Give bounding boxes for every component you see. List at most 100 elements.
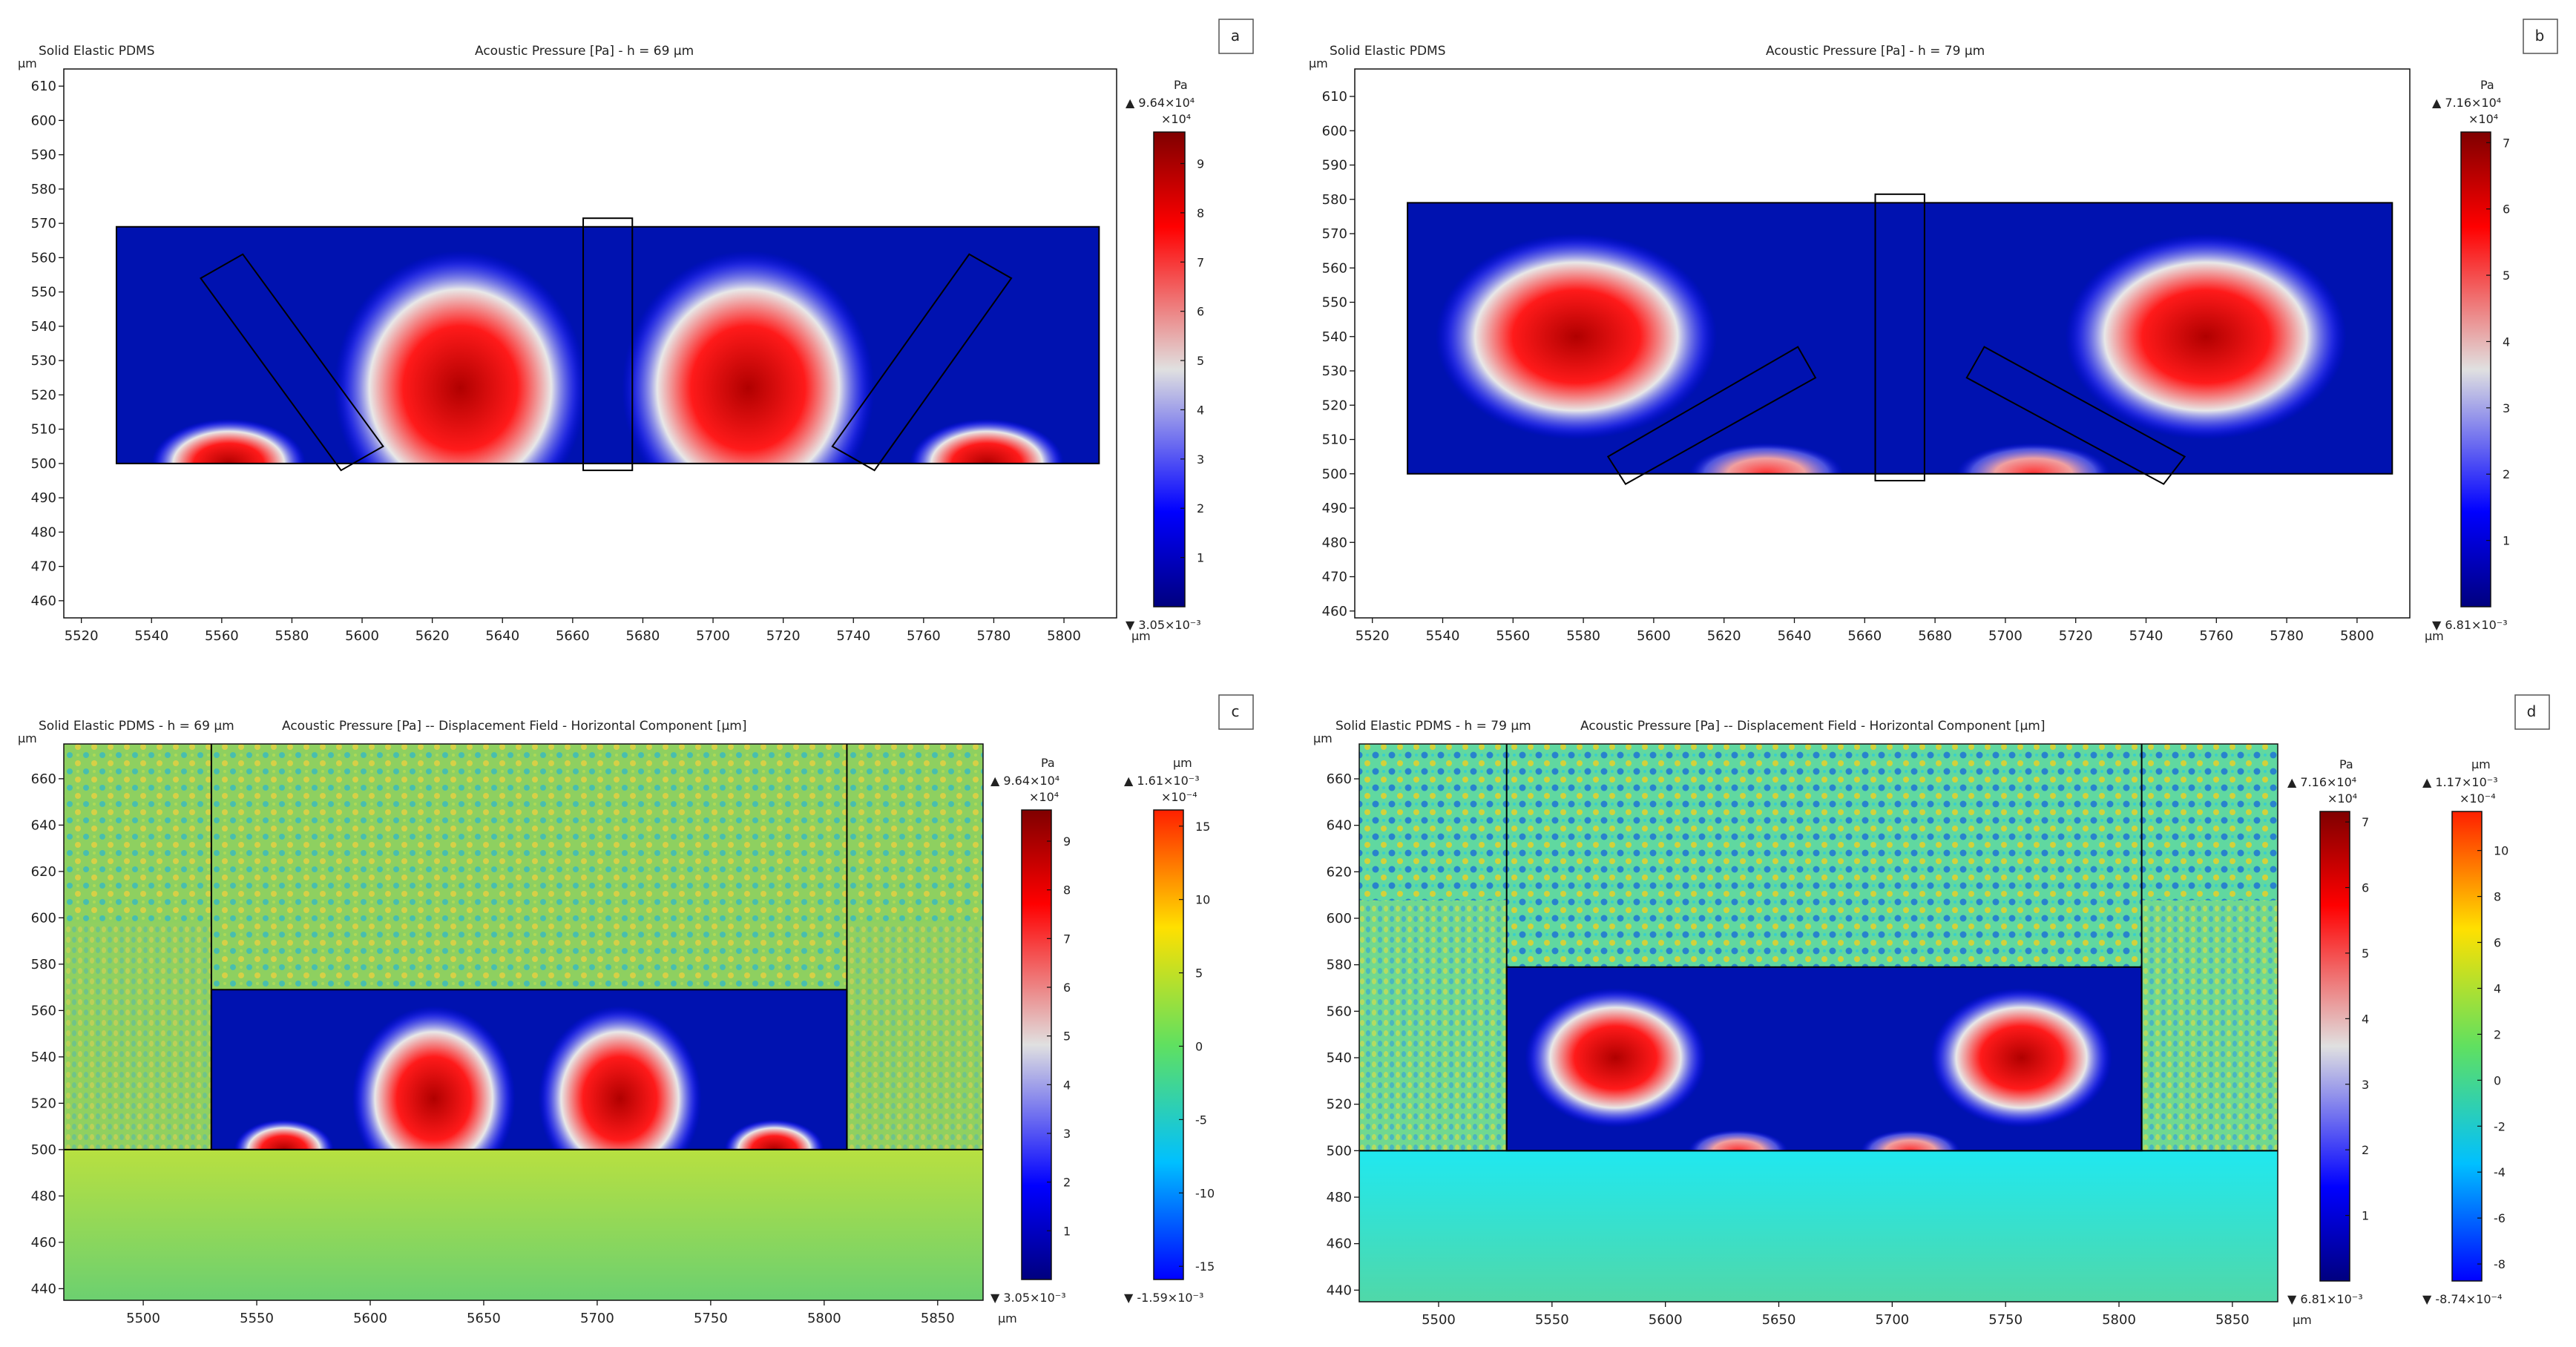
x-tick-label: 5740	[836, 628, 870, 644]
x-tick-label: 5520	[1356, 628, 1390, 644]
y-tick-label: 540	[31, 319, 56, 335]
colorbar-max-label: ▲ 7.16×10⁴	[2432, 96, 2501, 110]
acoustic-field-left	[64, 923, 211, 1150]
x-unit-label: µm	[2425, 629, 2444, 643]
y-tick-label: 440	[31, 1281, 56, 1297]
left-tilted-pillar	[200, 253, 384, 472]
colorbar-tick-label: -15	[1195, 1259, 1215, 1274]
x-tick-label: 5800	[2102, 1312, 2136, 1328]
colorbar-tick-label: 0	[1195, 1039, 1203, 1053]
colorbar-2: µm ▲ 1.61×10⁻³ ×10⁻⁴ ▼ -1.59×10⁻³ -15 -10 -5 0 5…	[1124, 756, 1215, 1305]
colorbar-tick-label: 6	[2494, 936, 2501, 950]
y-tick-label: 540	[1327, 1050, 1352, 1066]
colorbar-tick-label: 7	[1197, 255, 1204, 269]
y-tick-label: 490	[31, 490, 56, 506]
colorbar-tick-label: 3	[1063, 1127, 1071, 1141]
colorbar-tick-label: 2	[1197, 501, 1204, 516]
colorbar-tick-label: 4	[1197, 403, 1204, 417]
pressure-lobe-3	[1688, 1130, 1788, 1151]
y-tick-label: 520	[1322, 398, 1347, 413]
y-tick-label: 580	[31, 182, 56, 197]
y-tick-label: 460	[31, 593, 56, 609]
colorbar-tick-label: 2	[1063, 1176, 1071, 1190]
colorbar-min-label: ▼ -1.59×10⁻³	[1124, 1291, 1203, 1305]
y-tick-label: 540	[31, 1050, 56, 1065]
panel-c: Solid Elastic PDMS - h = 69 µm Acoustic P…	[18, 694, 1254, 1326]
colorbar-tick-label: 5	[2503, 269, 2510, 283]
colorbar-unit: Pa	[2339, 757, 2353, 771]
x-tick-label: 5580	[1566, 628, 1600, 644]
colorbar-max-label: ▲ 9.64×10⁴	[990, 774, 1059, 788]
pressure-lobes	[1436, 234, 2347, 474]
colorbar-tick-label: 8	[1063, 883, 1071, 898]
y-tick-label: 600	[1322, 123, 1347, 139]
y-tick-label: 560	[31, 1003, 56, 1018]
pressure-lobe-4	[1860, 1130, 1961, 1151]
acoustic-field-right	[2141, 900, 2278, 1151]
x-tick-label: 5640	[485, 628, 519, 644]
x-tick-label: 5550	[1535, 1312, 1569, 1328]
colorbar-tick-label: -5	[1195, 1113, 1207, 1127]
y-tick-label: 570	[1322, 226, 1347, 242]
x-tick-label: 5620	[1707, 628, 1741, 644]
colorbar-tick-label: 3	[2503, 401, 2510, 415]
pressure-lobes	[151, 251, 1065, 464]
y-tick-label: 640	[31, 817, 56, 833]
y-tick-label: 570	[31, 216, 56, 231]
plot-frame	[1354, 68, 2411, 619]
y-tick-label: 620	[31, 864, 56, 880]
y-tick-label: 540	[1322, 329, 1347, 345]
colorbar-min-label: ▼ 3.05×10⁻³	[990, 1291, 1066, 1305]
colorbar-exponent: ×10⁴	[1029, 790, 1059, 804]
pressure-lobe-4	[1956, 443, 2112, 474]
x-tick-label: 5850	[921, 1311, 955, 1326]
colorbar-tick-label: 9	[1197, 157, 1204, 171]
panel-letter-box	[2514, 694, 2550, 730]
pressure-lobe-2	[2065, 234, 2347, 440]
panel-letter-box	[2523, 19, 2558, 54]
y-tick-label: 580	[1322, 192, 1347, 208]
y-unit-label: µm	[18, 56, 37, 70]
colorbar-1: Pa ▲ 7.16×10⁴ ×10⁴ ▼ 6.81×10⁻³ 1 2 3 4 5 6 7	[2432, 78, 2510, 632]
y-tick-label: 600	[1327, 911, 1352, 926]
plot-frame	[63, 68, 1117, 619]
x-tick-label: 5760	[907, 628, 941, 644]
y-tick-label: 470	[1322, 570, 1347, 585]
x-tick-label: 5700	[1875, 1312, 1909, 1328]
y-tick-label: 480	[31, 1188, 56, 1204]
x-tick-label: 5520	[65, 628, 99, 644]
colorbar-tick-label: 0	[2494, 1073, 2501, 1087]
y-tick-label: 600	[31, 910, 56, 926]
colorbar-gradient	[2460, 131, 2491, 607]
pressure-lobe-3	[234, 1119, 335, 1150]
colorbar-tick-label: 5	[1197, 354, 1204, 368]
x-tick-label: 5540	[134, 628, 168, 644]
pressure-lobe-4	[909, 418, 1065, 464]
colorbar-tick-label: 3	[1197, 452, 1204, 467]
x-tick-label: 5740	[2129, 628, 2163, 644]
center-post-outline	[582, 217, 634, 472]
x-tick-label: 5600	[1649, 1312, 1683, 1328]
x-tick-label: 5540	[1426, 628, 1460, 644]
plot-frame	[63, 743, 984, 1301]
colorbar-unit: Pa	[1174, 78, 1188, 92]
x-tick-label: 5680	[626, 628, 660, 644]
x-tick-label: 5680	[1918, 628, 1952, 644]
acoustic-field-top	[1506, 744, 2142, 967]
pressure-lobe-1	[352, 1006, 516, 1150]
y-tick-label: 500	[31, 1142, 56, 1158]
x-tick-label: 5720	[2059, 628, 2093, 644]
y-tick-label: 480	[1327, 1190, 1352, 1205]
x-unit-label: µm	[1131, 629, 1151, 643]
x-tick-label: 5700	[1988, 628, 2023, 644]
colorbar-gradient	[1153, 131, 1186, 607]
y-tick-label: 600	[31, 113, 56, 128]
y-tick-label: 640	[1327, 818, 1352, 834]
displacement-substrate	[64, 1149, 983, 1300]
pressure-lobes	[1525, 988, 2112, 1151]
x-tick-label: 5780	[2270, 628, 2304, 644]
colorbar-exponent: ×10⁻⁴	[1161, 790, 1197, 804]
y-tick-label: 460	[1327, 1236, 1352, 1252]
displacement-substrate	[1359, 1150, 2278, 1302]
